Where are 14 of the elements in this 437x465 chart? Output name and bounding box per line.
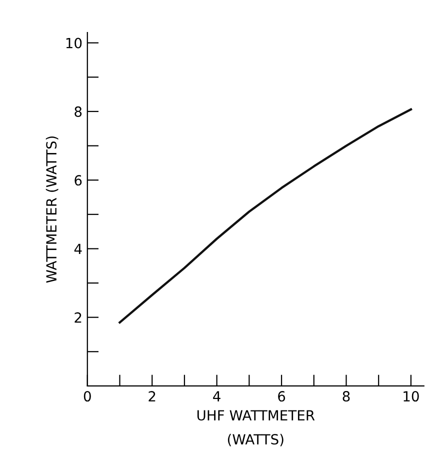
x-tick-label: 6 (278, 391, 286, 402)
x-tick-label: 0 (84, 391, 91, 402)
x-axis-title: UHF WATTMETER (WATTS) (197, 410, 315, 446)
x-tick-label: 10 (404, 391, 419, 402)
x-tick-label: 8 (342, 391, 350, 402)
y-tick-label: 6 (74, 175, 82, 186)
line-series (118, 108, 412, 324)
y-axis-title: WATTMETER (WATTS) (46, 136, 58, 283)
y-tick-label: 4 (74, 244, 82, 254)
x-tick-label: 2 (148, 391, 156, 402)
y-tick-label: 8 (74, 106, 82, 117)
y-tick-label: 2 (74, 312, 82, 323)
y-tick-label: 10 (66, 38, 82, 48)
x-tick-label: 4 (213, 391, 220, 402)
